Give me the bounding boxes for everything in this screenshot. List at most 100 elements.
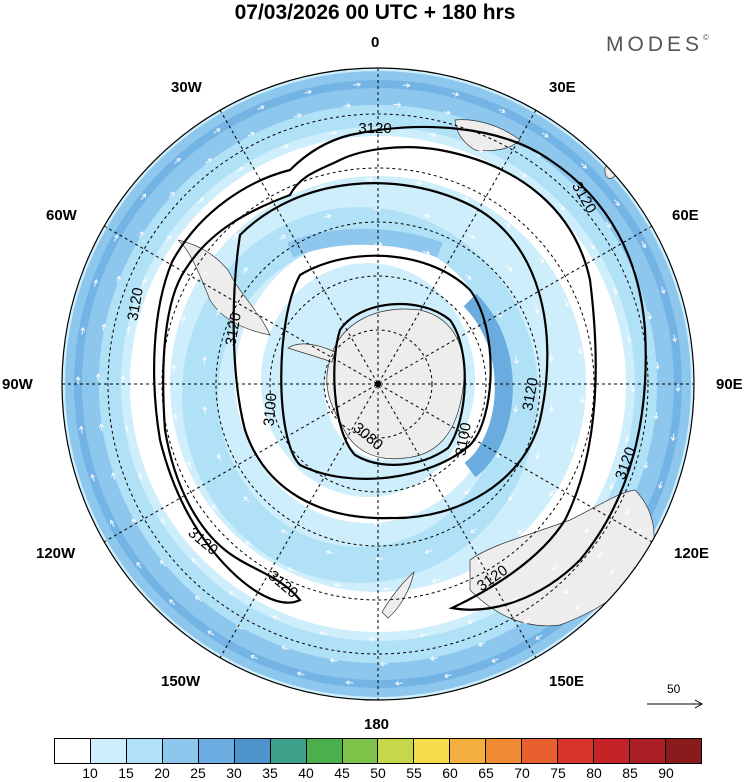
wind-arrow-icon bbox=[585, 526, 590, 533]
contour-label: 3100 bbox=[261, 392, 281, 427]
wind-arrow-icon bbox=[424, 549, 433, 555]
wind-arrow-icon bbox=[207, 630, 215, 636]
wind-arrow-icon bbox=[202, 406, 208, 414]
lon-label-30e: 30E bbox=[549, 79, 576, 96]
wind-arrow-icon bbox=[110, 519, 115, 528]
wind-arrow-icon bbox=[626, 335, 632, 343]
wind-arrow-icon bbox=[548, 403, 554, 412]
wind-arrow-icon bbox=[187, 461, 192, 469]
wind-arrow-icon bbox=[538, 256, 544, 264]
wind-arrow-icon bbox=[605, 221, 611, 229]
wind-arrow-icon bbox=[90, 473, 96, 482]
wind-arrow-icon bbox=[325, 549, 334, 555]
wind-arrow-icon bbox=[548, 354, 554, 362]
wind-arrow-icon bbox=[577, 346, 583, 355]
wind-arrow-icon bbox=[573, 183, 580, 190]
wind-arrow-icon bbox=[422, 250, 431, 255]
wind-arrow-icon bbox=[272, 615, 280, 620]
lon-label-90w: 90W bbox=[2, 376, 33, 393]
wind-arrow-icon bbox=[451, 91, 460, 97]
wind-arrow-icon bbox=[120, 375, 126, 384]
wind-arrow-icon bbox=[590, 242, 595, 250]
wind-arrow-icon bbox=[101, 323, 107, 332]
wind-arrow-icon bbox=[513, 405, 519, 413]
wind-arrow-icon bbox=[281, 645, 289, 651]
wind-arrow-icon bbox=[229, 591, 236, 596]
wind-arrow-icon bbox=[670, 433, 676, 442]
colorbar-label: 85 bbox=[622, 765, 638, 781]
colorbar-swatch bbox=[270, 739, 307, 763]
colorbar-swatch bbox=[522, 739, 559, 763]
wind-arrow-icon bbox=[468, 233, 476, 239]
wind-arrow-icon bbox=[212, 504, 218, 512]
colorbar-label: 65 bbox=[478, 765, 494, 781]
colorbar-label: 15 bbox=[118, 765, 134, 781]
wind-arrow-icon bbox=[171, 364, 177, 373]
wind-arrow-icon bbox=[285, 273, 292, 280]
wind-arrow-icon bbox=[345, 680, 354, 685]
wind-arrow-icon bbox=[534, 306, 540, 314]
lon-label-120e: 120E bbox=[674, 545, 710, 562]
wind-arrow-icon bbox=[166, 235, 171, 242]
wind-arrow-icon bbox=[191, 558, 198, 565]
wind-arrow-icon bbox=[609, 567, 616, 575]
brand-name: MODES bbox=[606, 33, 704, 56]
africa bbox=[454, 119, 521, 152]
wind-arrow-icon bbox=[470, 528, 478, 533]
wind-arrow-icon bbox=[353, 82, 362, 88]
wind-arrow-icon bbox=[675, 384, 681, 392]
wind-arrow-icon bbox=[609, 482, 614, 490]
contour-label: 3120 bbox=[519, 376, 542, 412]
wind-arrow-icon bbox=[660, 286, 666, 295]
wind-arrow-icon bbox=[169, 599, 176, 606]
wind-arrow-icon bbox=[414, 180, 423, 186]
wind-arrow-icon bbox=[464, 488, 471, 495]
height-contours bbox=[153, 125, 647, 611]
wind-arrow-icon bbox=[323, 213, 332, 219]
colorbar bbox=[54, 738, 702, 764]
south-america bbox=[177, 239, 271, 336]
colorbar-swatch bbox=[665, 739, 701, 763]
colorbar-label: 20 bbox=[154, 765, 170, 781]
wind-arrow-icon bbox=[333, 582, 342, 588]
wind-arrow-icon bbox=[242, 267, 248, 274]
wind-arrow-icon bbox=[280, 529, 288, 535]
wind-arrow-icon bbox=[637, 526, 643, 534]
wind-arrow-icon bbox=[113, 234, 119, 242]
wind-arrow-icon bbox=[213, 128, 221, 134]
wind-arrow-icon bbox=[503, 222, 511, 228]
wind-arrow-icon bbox=[93, 279, 98, 287]
wind-arrow-icon bbox=[116, 275, 121, 284]
colorbar-swatch bbox=[450, 739, 487, 763]
wind-arrow-icon bbox=[558, 203, 565, 210]
wind-arrow-icon bbox=[80, 326, 86, 335]
wind-arrow-icon bbox=[535, 634, 543, 640]
antarctic-peninsula bbox=[287, 343, 336, 363]
wind-arrow-icon bbox=[247, 132, 255, 137]
colorbar-swatch bbox=[414, 739, 451, 763]
graticule bbox=[62, 68, 694, 700]
wind-arrow-icon bbox=[624, 434, 630, 443]
wind-arrow-icon bbox=[552, 564, 559, 571]
lon-label-180: 180 bbox=[364, 716, 390, 733]
colorbar-label: 40 bbox=[298, 765, 314, 781]
wind-arrow-icon bbox=[140, 193, 147, 201]
wind-arrow-icon bbox=[613, 287, 618, 295]
wind-arrow-icon bbox=[316, 184, 325, 190]
wind-arrow-icon bbox=[490, 127, 498, 132]
wind-arrow-icon bbox=[195, 596, 202, 602]
wind-arrow-icon bbox=[379, 661, 388, 667]
lon-label-90e: 90E bbox=[716, 376, 743, 393]
wind-arrow-icon bbox=[643, 461, 649, 469]
contour-label: 3120 bbox=[124, 286, 147, 322]
wind-arrow-icon bbox=[563, 588, 570, 594]
brand-mark: © bbox=[703, 33, 709, 42]
vector-reference-value: 50 bbox=[667, 682, 681, 696]
wind-arrow-icon bbox=[278, 235, 286, 240]
chart-title: 07/03/2026 00 UTC + 180 hrs bbox=[234, 1, 516, 24]
wind-vectors bbox=[75, 82, 681, 686]
wind-arrow-icon bbox=[570, 444, 575, 453]
wind-arrow-icon bbox=[442, 110, 451, 115]
colorbar-label: 55 bbox=[406, 765, 422, 781]
colorbar-label: 90 bbox=[658, 765, 674, 781]
